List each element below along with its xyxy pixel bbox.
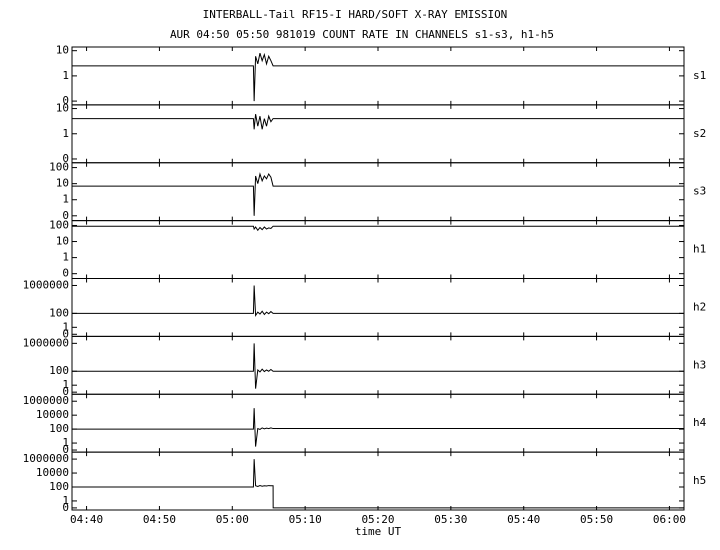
chart-subtitle: AUR 04:50 05:50 981019 COUNT RATE IN CHA…	[170, 28, 554, 41]
y-tick-label: 100	[49, 422, 69, 435]
x-tick-label: 05:00	[216, 513, 249, 526]
panel-frame	[71, 220, 685, 279]
panel-frame	[71, 162, 685, 222]
trace	[72, 52, 684, 102]
trace	[72, 172, 684, 216]
panel-frame	[71, 335, 685, 395]
panel-label: h5	[693, 474, 706, 487]
y-tick-label: 1	[62, 193, 69, 206]
y-tick-label: 0	[62, 209, 69, 222]
trace	[72, 343, 684, 389]
y-tick-label: 10	[56, 102, 69, 115]
y-tick-label: 10000	[36, 466, 69, 479]
y-tick-label: 1000000	[23, 336, 69, 349]
y-tick-label: 100	[49, 218, 69, 231]
y-tick-label: 0	[62, 385, 69, 398]
y-tick-label: 10	[56, 44, 69, 57]
x-tick-label: 04:40	[70, 513, 103, 526]
y-tick-label: 0	[62, 152, 69, 165]
panel-label: s2	[693, 127, 706, 140]
y-tick-label: 1000000	[23, 278, 69, 291]
panel-frame	[71, 278, 685, 337]
y-tick-label: 1000000	[23, 452, 69, 465]
x-tick-label: 04:50	[143, 513, 176, 526]
x-axis-label: time UT	[355, 525, 402, 538]
panel-frame	[71, 46, 685, 106]
y-tick-label: 1	[62, 251, 69, 264]
y-tick-label: 100	[49, 161, 69, 174]
panel-frame	[71, 104, 685, 164]
x-tick-label: 05:30	[434, 513, 467, 526]
y-tick-label: 0	[62, 501, 69, 514]
y-tick-label: 10	[56, 235, 69, 248]
y-tick-label: 1	[62, 436, 69, 449]
y-tick-label: 0	[62, 267, 69, 280]
x-tick-label: 06:00	[653, 513, 686, 526]
y-tick-label: 100	[49, 364, 69, 377]
panel-label: h4	[693, 416, 707, 429]
panel-label: h3	[693, 358, 706, 371]
y-tick-label: 1	[62, 69, 69, 82]
panel-label: h2	[693, 300, 706, 313]
y-tick-label: 1	[62, 127, 69, 140]
trace	[72, 225, 684, 232]
y-tick-label: 100	[49, 480, 69, 493]
y-tick-label: 0	[62, 94, 69, 107]
panel-label: h1	[693, 243, 706, 256]
chart-title: INTERBALL-Tail RF15-I HARD/SOFT X-RAY EM…	[203, 8, 508, 21]
trace	[72, 408, 684, 447]
y-tick-label: 10000	[36, 408, 69, 421]
y-tick-label: 1	[62, 494, 69, 507]
trace	[72, 114, 684, 130]
trace	[72, 285, 684, 318]
panel-frame	[71, 451, 685, 511]
y-tick-label: 1	[62, 378, 69, 391]
y-tick-label: 0	[62, 327, 69, 340]
panel-label: s1	[693, 69, 706, 82]
y-tick-label: 1000000	[23, 394, 69, 407]
x-tick-label: 05:50	[580, 513, 613, 526]
y-tick-label: 100	[49, 306, 69, 319]
y-tick-label: 0	[62, 443, 69, 456]
panel-frame	[71, 393, 685, 453]
y-tick-label: 1	[62, 320, 69, 333]
x-tick-label: 05:40	[507, 513, 540, 526]
x-tick-label: 05:20	[361, 513, 394, 526]
panel-label: s3	[693, 185, 706, 198]
x-tick-label: 05:10	[289, 513, 322, 526]
trace	[72, 459, 684, 509]
y-tick-label: 10	[56, 177, 69, 190]
